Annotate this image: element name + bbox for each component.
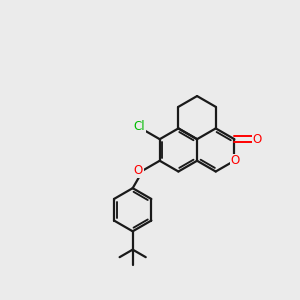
Text: O: O xyxy=(253,133,262,146)
Text: Cl: Cl xyxy=(134,120,145,134)
Text: O: O xyxy=(230,154,240,167)
Text: O: O xyxy=(134,164,143,177)
